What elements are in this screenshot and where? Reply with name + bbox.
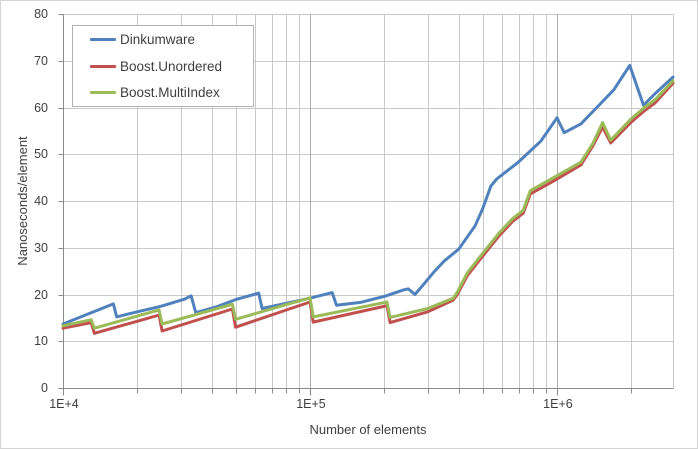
legend-item-dinkumware: Dinkumware (73, 26, 253, 53)
boost-unordered-line-swatch (90, 64, 116, 68)
legend-label: Dinkumware (120, 31, 196, 47)
x-tick-label: 1E+5 (296, 397, 326, 411)
legend: Dinkumware Boost.Unordered Boost.MultiIn… (72, 25, 254, 107)
series-line-dinkumware (61, 63, 675, 326)
legend-item-boost-multiindex: Boost.MultiIndex (73, 79, 253, 106)
y-tick-label: 40 (34, 194, 48, 208)
x-tick-label: 1E+6 (543, 397, 573, 411)
y-tick-label: 80 (34, 7, 48, 21)
y-tick-label: 20 (34, 287, 48, 302)
y-tick-label: 30 (34, 240, 48, 255)
y-tick-label: 10 (34, 334, 48, 349)
series-line-boost-multiindex (61, 79, 675, 330)
legend-label: Boost.MultiIndex (120, 85, 220, 101)
boost-multiindex-line-swatch (90, 91, 116, 95)
y-tick-label: 60 (34, 100, 48, 115)
y-tick-label: 70 (34, 53, 48, 68)
x-tick-label: 1E+4 (49, 397, 79, 411)
legend-label: Boost.Unordered (120, 58, 223, 74)
legend-item-boost-unordered: Boost.Unordered (73, 53, 253, 80)
x-axis-title: Number of elements (309, 422, 427, 437)
y-tick-label: 50 (34, 147, 48, 162)
dinkumware-line-swatch (90, 37, 116, 41)
y-tick-label: 0 (41, 381, 48, 395)
